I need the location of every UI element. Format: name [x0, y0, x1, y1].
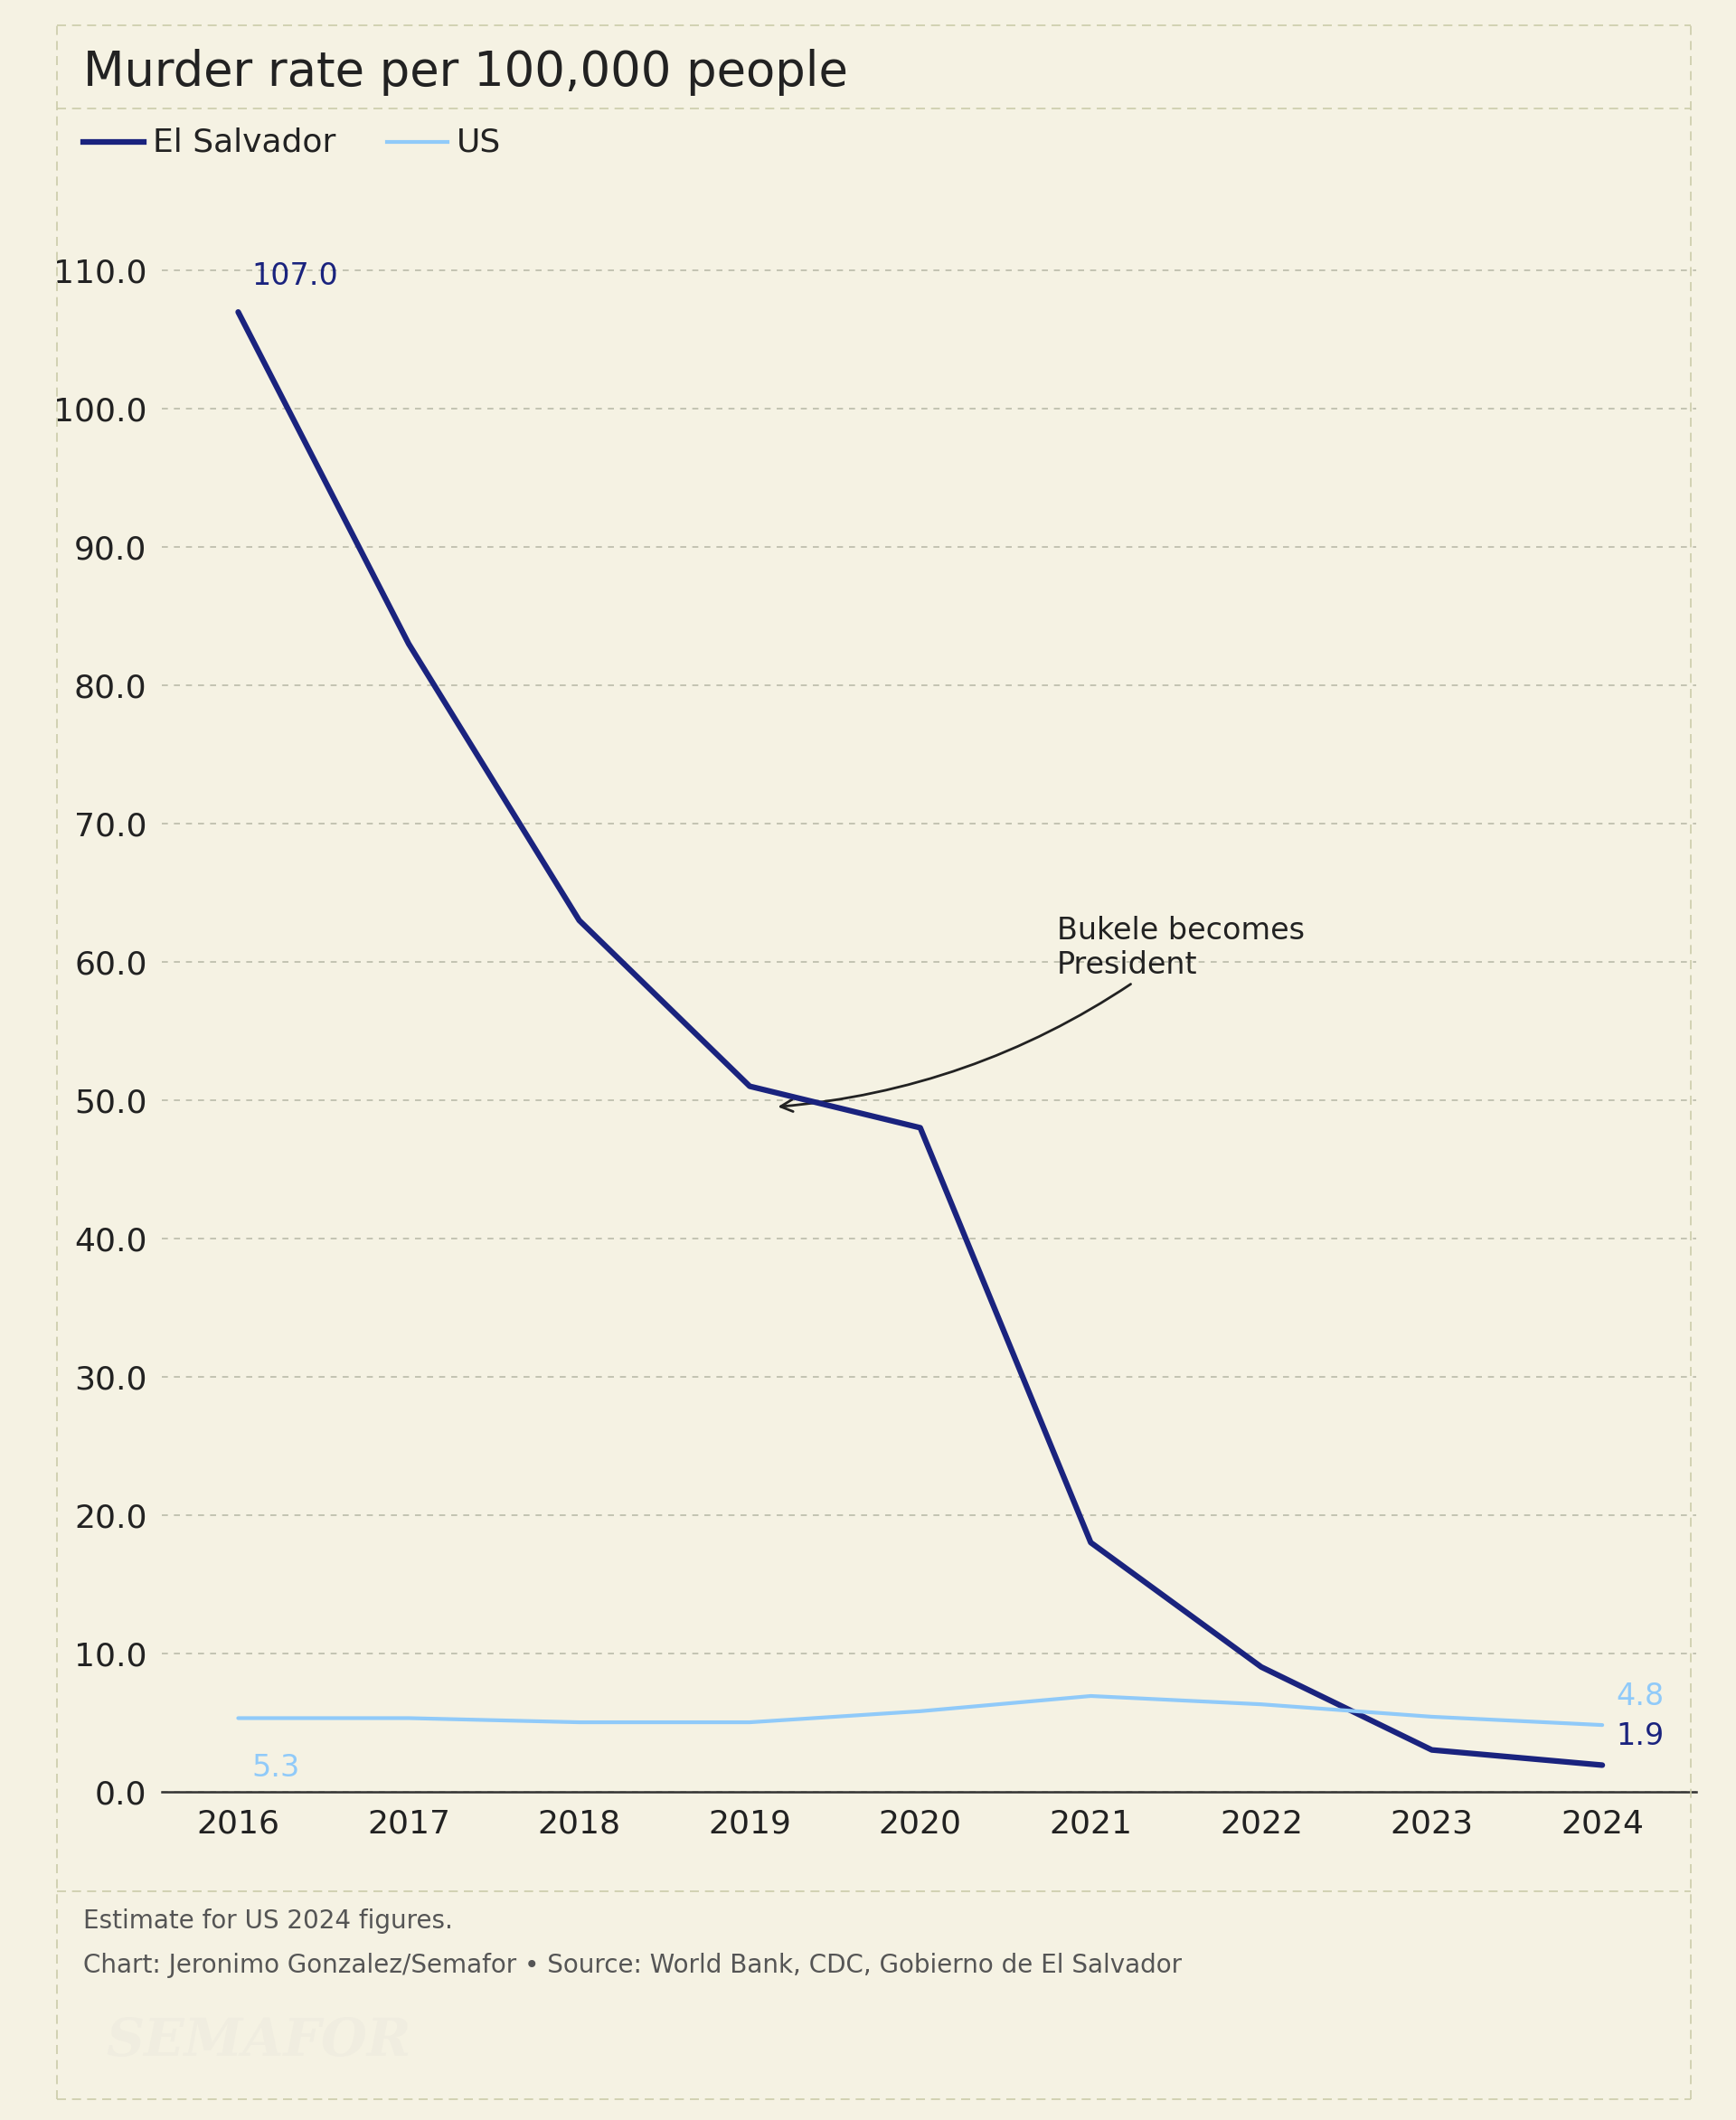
Text: El Salvador: El Salvador	[153, 127, 335, 157]
Text: US: US	[457, 127, 502, 157]
Text: SEMAFOR: SEMAFOR	[106, 2016, 411, 2067]
Text: Estimate for US 2024 figures.: Estimate for US 2024 figures.	[83, 1908, 453, 1933]
Text: 107.0: 107.0	[252, 261, 339, 290]
Text: Bukele becomes
President: Bukele becomes President	[781, 916, 1304, 1111]
Text: 1.9: 1.9	[1616, 1721, 1665, 1751]
Text: Murder rate per 100,000 people: Murder rate per 100,000 people	[83, 49, 849, 95]
Text: 4.8: 4.8	[1616, 1681, 1665, 1711]
Text: 5.3: 5.3	[252, 1753, 300, 1783]
Text: Chart: Jeronimo Gonzalez/Semafor • Source: World Bank, CDC, Gobierno de El Salva: Chart: Jeronimo Gonzalez/Semafor • Sourc…	[83, 1953, 1182, 1978]
